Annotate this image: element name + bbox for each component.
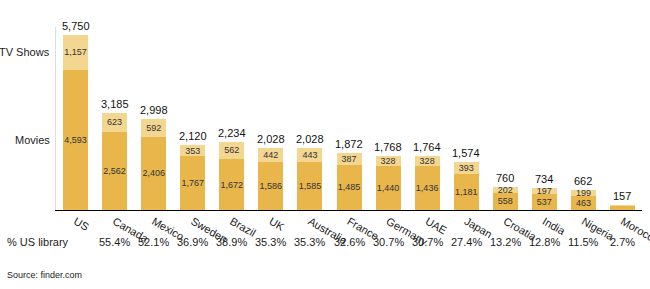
svg-text:328: 328 (420, 156, 435, 166)
svg-text:52.1%: 52.1% (138, 236, 169, 248)
svg-text:1,485: 1,485 (338, 182, 361, 192)
svg-text:1,436: 1,436 (416, 183, 439, 193)
svg-text:4,593: 4,593 (64, 135, 87, 145)
svg-text:353: 353 (185, 146, 200, 156)
svg-text:2.7%: 2.7% (610, 236, 635, 248)
svg-text:157: 157 (613, 190, 631, 202)
svg-text:1,586: 1,586 (260, 181, 283, 191)
svg-text:55.4%: 55.4% (99, 236, 130, 248)
svg-text:Nigeria: Nigeria (580, 215, 617, 243)
svg-text:199: 199 (576, 188, 591, 198)
svg-text:2,406: 2,406 (142, 168, 165, 178)
svg-text:387: 387 (341, 154, 356, 164)
svg-text:UAE: UAE (423, 215, 449, 237)
svg-text:12.8%: 12.8% (529, 236, 560, 248)
svg-text:592: 592 (146, 123, 161, 133)
svg-text:1,157: 1,157 (64, 47, 87, 57)
svg-text:2,234: 2,234 (218, 127, 246, 139)
svg-text:1,440: 1,440 (377, 183, 400, 193)
svg-text:1,764: 1,764 (413, 141, 441, 153)
svg-text:537: 537 (537, 197, 552, 207)
svg-text:30.7%: 30.7% (373, 236, 404, 248)
svg-text:Japan: Japan (462, 215, 494, 240)
svg-text:443: 443 (302, 150, 317, 160)
svg-text:36.9%: 36.9% (177, 236, 208, 248)
svg-text:Germany: Germany (384, 215, 430, 248)
svg-text:US: US (72, 215, 91, 233)
svg-text:Croatia: Croatia (502, 215, 539, 244)
svg-text:5,750: 5,750 (62, 20, 90, 32)
svg-text:11.5%: 11.5% (568, 236, 599, 248)
svg-text:27.4%: 27.4% (451, 236, 482, 248)
svg-text:202: 202 (498, 185, 513, 195)
svg-text:734: 734 (535, 173, 553, 185)
svg-text:32.6%: 32.6% (334, 236, 365, 248)
svg-text:38.9%: 38.9% (216, 236, 247, 248)
svg-text:India: India (541, 215, 568, 238)
svg-text:2,562: 2,562 (103, 166, 126, 176)
svg-text:Movies: Movies (15, 134, 50, 146)
svg-text:442: 442 (263, 150, 278, 160)
svg-text:France: France (345, 215, 381, 243)
svg-text:623: 623 (107, 117, 122, 127)
svg-text:Australia: Australia (306, 215, 350, 247)
svg-text:Mexico: Mexico (150, 215, 186, 243)
svg-text:760: 760 (496, 172, 514, 184)
svg-text:1,574: 1,574 (452, 147, 480, 159)
svg-text:1,768: 1,768 (374, 141, 402, 153)
svg-text:393: 393 (459, 163, 474, 173)
svg-text:Sweden: Sweden (189, 215, 229, 245)
svg-text:30.7%: 30.7% (412, 236, 443, 248)
svg-text:1,672: 1,672 (221, 180, 244, 190)
svg-text:1,872: 1,872 (335, 138, 363, 150)
svg-text:1,585: 1,585 (299, 181, 322, 191)
svg-text:562: 562 (224, 145, 239, 155)
svg-text:Morocco: Morocco (619, 215, 650, 246)
svg-text:Source: finder.com: Source: finder.com (7, 270, 82, 280)
svg-text:328: 328 (381, 156, 396, 166)
svg-text:3,185: 3,185 (101, 98, 129, 110)
svg-text:35.3%: 35.3% (255, 236, 286, 248)
svg-text:2,028: 2,028 (257, 133, 285, 145)
svg-text:2,028: 2,028 (296, 133, 324, 145)
svg-text:UK: UK (267, 215, 287, 233)
svg-text:662: 662 (574, 175, 592, 187)
svg-text:TV Shows: TV Shows (0, 46, 50, 58)
svg-text:2,998: 2,998 (140, 104, 168, 116)
svg-text:197: 197 (537, 186, 552, 196)
svg-text:35.3%: 35.3% (294, 236, 325, 248)
svg-text:1,767: 1,767 (181, 178, 204, 188)
svg-text:Brazil: Brazil (228, 215, 258, 239)
svg-text:463: 463 (576, 198, 591, 208)
svg-text:Canada: Canada (111, 215, 151, 245)
svg-text:2,120: 2,120 (179, 130, 207, 142)
svg-text:558: 558 (498, 196, 513, 206)
svg-text:1,181: 1,181 (455, 187, 478, 197)
svg-text:13.2%: 13.2% (490, 236, 521, 248)
svg-text:% US library: % US library (7, 236, 69, 248)
